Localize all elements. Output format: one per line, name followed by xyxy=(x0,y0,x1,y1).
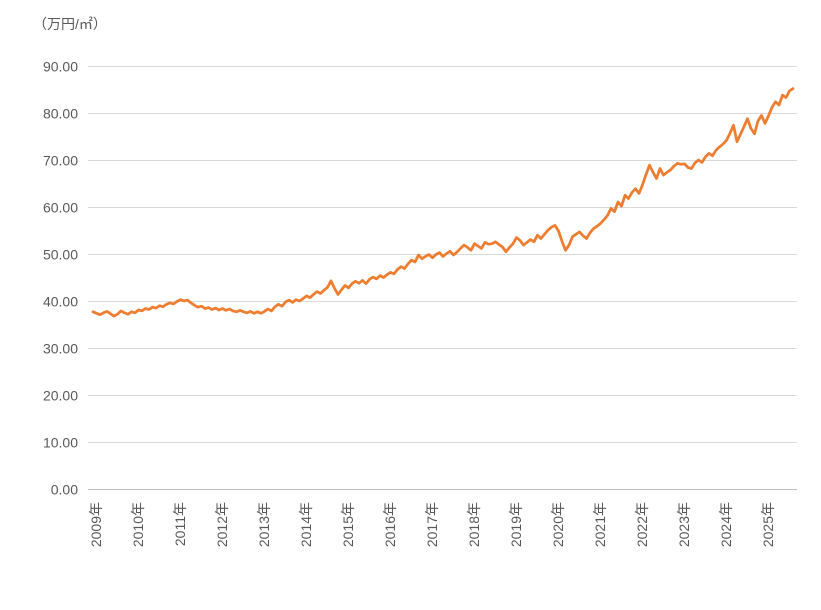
x-axis-tick-label: 2025年 xyxy=(760,502,776,547)
x-axis-tick-label: 2019年 xyxy=(508,502,524,547)
y-axis-tick-label: 70.00 xyxy=(43,153,78,169)
price-series-line xyxy=(91,87,795,318)
x-axis-tick-label: 2011年 xyxy=(172,502,188,546)
x-axis-tick-label: 2012年 xyxy=(214,502,230,547)
y-axis-tick-label: 80.00 xyxy=(43,106,78,122)
x-axis-tick-label: 2023年 xyxy=(676,502,692,547)
x-axis-tick-label: 2022年 xyxy=(634,502,650,547)
x-axis-tick-label: 2017年 xyxy=(424,502,440,547)
x-axis-tick-label: 2009年 xyxy=(88,502,104,547)
y-axis-labels-group: 0.00 10.00 20.00 30.00 40.00 50.00 60.00 70.00 8… xyxy=(43,59,78,498)
x-axis-tick-label: 2010年 xyxy=(130,502,146,547)
x-axis-tick-label: 2024年 xyxy=(718,502,734,547)
data-series-group xyxy=(91,87,795,318)
y-axis-tick-label: 50.00 xyxy=(43,247,78,263)
x-axis-tick-label: 2020年 xyxy=(550,502,566,547)
y-axis-tick-label: 30.00 xyxy=(43,341,78,357)
x-axis-labels-group: 2009年 2010年 2011年 2012年 2013年 2014年 2015年 2016年… xyxy=(88,502,776,547)
y-axis-tick-label: 0.00 xyxy=(51,482,78,498)
y-axis-tick-label: 60.00 xyxy=(43,200,78,216)
y-axis-tick-label: 20.00 xyxy=(43,388,78,404)
x-axis-tick-label: 2021年 xyxy=(592,502,608,547)
x-axis-tick-label: 2015年 xyxy=(340,502,356,547)
y-axis-tick-label: 10.00 xyxy=(43,435,78,451)
x-axis-tick-label: 2018年 xyxy=(466,502,482,547)
y-axis-unit-label: （万円/㎡） xyxy=(33,16,107,32)
x-axis-tick-label: 2016年 xyxy=(382,502,398,547)
y-axis-tick-label: 90.00 xyxy=(43,59,78,75)
x-axis-tick-label: 2014年 xyxy=(298,502,314,547)
x-axis-tick-label: 2013年 xyxy=(256,502,272,547)
gridlines-group xyxy=(88,66,797,490)
y-axis-tick-label: 40.00 xyxy=(43,294,78,310)
